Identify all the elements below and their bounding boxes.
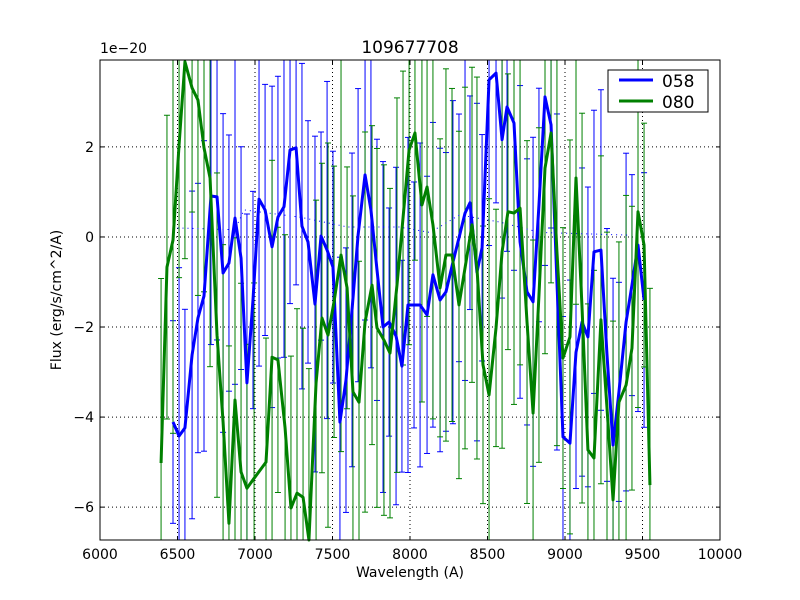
legend: 058 080 xyxy=(607,69,709,113)
y-tick-label: −2 xyxy=(73,320,94,336)
x-tick-label: 7500 xyxy=(315,547,351,563)
series-lines xyxy=(159,60,652,542)
x-tick-label: 8000 xyxy=(392,547,428,563)
x-tick-label: 10000 xyxy=(698,547,743,563)
x-tick-label: 7000 xyxy=(237,547,273,563)
y-tick-label: −4 xyxy=(73,410,94,426)
legend-label-058: 058 xyxy=(662,72,694,92)
x-tick-label: 6000 xyxy=(82,547,118,563)
x-tick-label: 9500 xyxy=(625,547,661,563)
chart-title: 109677708 xyxy=(361,38,458,58)
model-dotted-line xyxy=(177,209,631,236)
legend-box xyxy=(607,69,709,113)
legend-label-080: 080 xyxy=(662,93,694,113)
y-tick-label: 0 xyxy=(85,230,94,246)
axis-ticks: 6000 6500 7000 7500 8000 8500 9000 9500 10000 −6 −… xyxy=(73,60,742,563)
y-tick-label: −6 xyxy=(73,500,94,516)
y-axis-label: Flux (erg/s/cm^2/A) xyxy=(49,230,65,370)
x-tick-label: 8500 xyxy=(470,547,506,563)
x-axis-label: Wavelength (A) xyxy=(356,565,464,581)
y-tick-label: 2 xyxy=(85,140,94,156)
x-tick-label: 9000 xyxy=(547,547,583,563)
x-tick-label: 6500 xyxy=(160,547,196,563)
y-offset-label: 1e−20 xyxy=(100,41,147,57)
